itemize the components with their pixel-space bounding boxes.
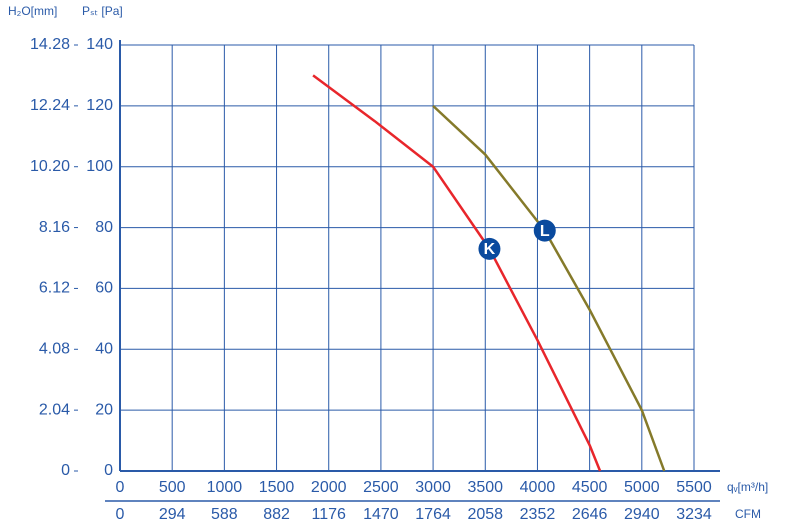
y2-tick-label: 10.20 bbox=[30, 158, 70, 175]
x2-axis-label: CFM bbox=[735, 507, 761, 521]
x-tick-label: 5000 bbox=[624, 479, 660, 496]
x-tick-label: 2000 bbox=[311, 479, 347, 496]
x-tick-label: 2500 bbox=[363, 479, 399, 496]
y2-tick-label: 4.08 bbox=[39, 341, 70, 358]
x2-tick-label: 2646 bbox=[572, 506, 608, 523]
x2-tick-label: 1176 bbox=[312, 506, 347, 523]
y2-tick-label: 8.16 bbox=[39, 219, 70, 236]
x2-tick-label: 1764 bbox=[415, 506, 451, 523]
series-label: K bbox=[484, 241, 496, 258]
x-tick-label: 0 bbox=[116, 479, 125, 496]
x-tick-label: 1500 bbox=[259, 479, 295, 496]
x-axis-label: qᵥ[m³/h] bbox=[727, 480, 768, 494]
series-marker bbox=[478, 237, 501, 260]
y-tick-label: 60 bbox=[95, 280, 113, 297]
x-tick-label: 4000 bbox=[520, 479, 556, 496]
x2-tick-label: 3234 bbox=[676, 506, 712, 523]
x2-tick-label: 0 bbox=[116, 506, 125, 523]
y-tick-label: 0 bbox=[104, 462, 113, 479]
series-marker bbox=[533, 219, 556, 242]
x-tick-label: 5500 bbox=[676, 479, 712, 496]
x-tick-label: 4500 bbox=[572, 479, 608, 496]
y2-tick-label: 0 bbox=[61, 462, 70, 479]
y2-tick-label: 14.28 bbox=[30, 36, 70, 53]
x2-tick-label: 882 bbox=[263, 506, 290, 523]
x2-tick-label: 294 bbox=[159, 506, 186, 523]
series-label: L bbox=[540, 223, 550, 240]
y2-tick-label: 12.24 bbox=[30, 97, 70, 114]
y-axis-label: Pₛₜ [Pa] bbox=[82, 4, 123, 18]
x2-tick-label: 1470 bbox=[363, 506, 399, 523]
y-tick-label: 100 bbox=[86, 158, 113, 175]
y2-tick-label: 2.04 bbox=[39, 401, 70, 418]
y-tick-label: 120 bbox=[86, 97, 113, 114]
x2-tick-label: 2058 bbox=[467, 506, 503, 523]
x2-tick-label: 2352 bbox=[520, 506, 556, 523]
x2-tick-label: 588 bbox=[211, 506, 238, 523]
y-tick-label: 80 bbox=[95, 219, 113, 236]
y2-tick-label: 6.12 bbox=[39, 280, 70, 297]
series-line bbox=[432, 104, 666, 472]
y-tick-label: 20 bbox=[95, 401, 113, 418]
x-tick-label: 3500 bbox=[467, 479, 503, 496]
y2-axis-label: H₂O[mm] bbox=[8, 4, 57, 18]
x-tick-label: 3000 bbox=[415, 479, 451, 496]
series-line bbox=[312, 74, 602, 472]
x2-tick-label: 2940 bbox=[624, 506, 660, 523]
x-tick-label: 1000 bbox=[207, 479, 243, 496]
x-tick-label: 500 bbox=[159, 479, 186, 496]
y-tick-label: 40 bbox=[95, 341, 113, 358]
y-tick-label: 140 bbox=[86, 36, 113, 53]
